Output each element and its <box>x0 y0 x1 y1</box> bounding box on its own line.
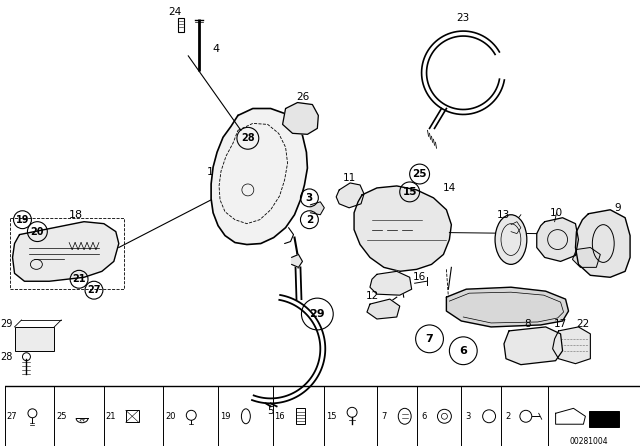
Text: 18: 18 <box>69 210 83 220</box>
Text: 19: 19 <box>16 215 29 225</box>
Text: 13: 13 <box>497 210 509 220</box>
Polygon shape <box>310 202 324 215</box>
Polygon shape <box>13 222 119 281</box>
Text: 25: 25 <box>412 169 427 179</box>
Polygon shape <box>336 183 364 208</box>
Bar <box>179 18 184 32</box>
Polygon shape <box>211 108 307 245</box>
Polygon shape <box>283 103 318 134</box>
Polygon shape <box>573 247 600 267</box>
Polygon shape <box>537 218 579 261</box>
Text: 10: 10 <box>550 208 563 218</box>
Text: 19: 19 <box>220 412 230 421</box>
Text: 2: 2 <box>506 412 511 421</box>
Text: 5: 5 <box>268 406 274 416</box>
Text: 6: 6 <box>460 346 467 356</box>
Text: 3: 3 <box>306 193 313 203</box>
Text: 15: 15 <box>326 412 337 421</box>
Text: 27: 27 <box>87 285 100 295</box>
Text: 28: 28 <box>0 352 13 362</box>
Ellipse shape <box>495 215 527 264</box>
Text: 11: 11 <box>342 173 356 183</box>
Polygon shape <box>575 210 630 277</box>
Text: 29: 29 <box>310 309 325 319</box>
Text: 28: 28 <box>241 134 255 143</box>
Text: 6: 6 <box>421 412 426 421</box>
Text: 00281004: 00281004 <box>569 437 608 446</box>
Bar <box>125 410 139 422</box>
Text: 25: 25 <box>56 412 67 421</box>
Polygon shape <box>367 299 400 319</box>
Text: 23: 23 <box>457 13 470 23</box>
Polygon shape <box>447 287 568 327</box>
Text: 29: 29 <box>0 319 13 329</box>
Text: 24: 24 <box>168 7 181 17</box>
Bar <box>296 408 305 424</box>
Text: 27: 27 <box>6 412 17 421</box>
Text: 8: 8 <box>525 319 531 329</box>
Text: 9: 9 <box>615 203 621 213</box>
Text: 16: 16 <box>413 272 426 282</box>
Polygon shape <box>370 271 412 295</box>
Polygon shape <box>354 186 451 271</box>
Text: 12: 12 <box>365 291 379 301</box>
Text: 3: 3 <box>465 412 471 421</box>
Text: 16: 16 <box>275 412 285 421</box>
Polygon shape <box>504 327 563 365</box>
Text: 2: 2 <box>306 215 313 225</box>
Bar <box>15 327 54 351</box>
Text: 14: 14 <box>443 183 456 193</box>
Text: 20: 20 <box>165 412 175 421</box>
Text: 21: 21 <box>72 274 86 284</box>
Polygon shape <box>292 254 303 267</box>
Text: 21: 21 <box>106 412 116 421</box>
Polygon shape <box>552 327 590 364</box>
Text: 17: 17 <box>554 319 567 329</box>
Text: 15: 15 <box>403 187 417 197</box>
Text: 7: 7 <box>426 334 433 344</box>
Bar <box>589 411 619 427</box>
Text: 20: 20 <box>31 227 44 237</box>
Text: 1: 1 <box>207 167 214 177</box>
Text: 26: 26 <box>296 91 309 102</box>
Text: 7: 7 <box>381 412 387 421</box>
Text: 4: 4 <box>212 44 220 54</box>
Text: 22: 22 <box>576 319 589 329</box>
